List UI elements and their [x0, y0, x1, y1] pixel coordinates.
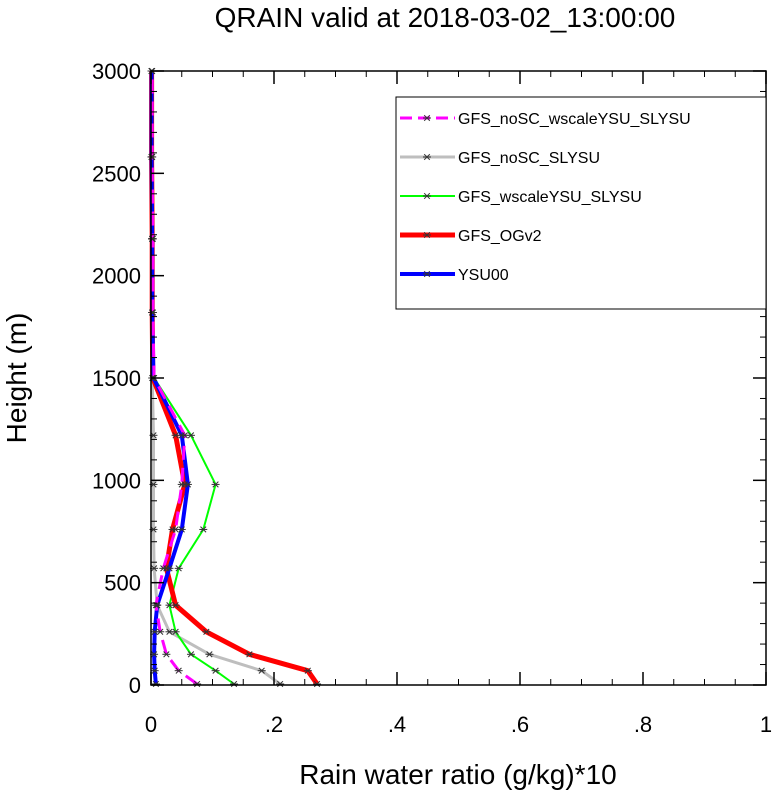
series-line-GFS_noSC_wscaleYSU_SLYSU: [150, 71, 198, 686]
x-tick-label: .4: [388, 712, 406, 737]
x-tick-label: .2: [265, 712, 283, 737]
data-point: [171, 526, 180, 533]
data-point: [171, 602, 180, 609]
y-axis: 0 500 1000 1500 2000 2500 3000: [92, 59, 766, 698]
data-point: [151, 680, 160, 688]
x-axis: 0 .2 .4 .6 .8 1: [145, 71, 772, 737]
x-tick-label: .6: [511, 712, 529, 737]
data-point: [171, 628, 180, 635]
legend-entry: GFS_wscaleYSU_SLYSU: [458, 189, 642, 206]
x-tick-label: .8: [634, 712, 652, 737]
legend-marker: [423, 270, 431, 278]
legend-marker: [423, 114, 431, 122]
data-point: [159, 565, 168, 572]
series-line-YSU00: [149, 71, 190, 685]
data-point: [230, 680, 239, 688]
legend-entry: GFS_noSC_wscaleYSU_SLYSU: [458, 111, 691, 128]
y-tick-label: 0: [129, 673, 141, 698]
data-point: [150, 667, 159, 674]
legend-marker: [423, 231, 431, 239]
data-point: [313, 680, 322, 688]
data-point: [162, 651, 171, 658]
series-line-GFS_OGv2: [149, 71, 320, 686]
data-point: [211, 667, 220, 674]
data-point: [193, 680, 202, 688]
data-point: [211, 481, 220, 488]
data-point: [156, 628, 165, 635]
y-tick-label: 1000: [92, 468, 141, 493]
legend-marker: [423, 153, 431, 161]
data-point: [180, 432, 189, 439]
legend-entry: GFS_OGv2: [458, 228, 542, 245]
data-point: [186, 651, 195, 658]
legend-entry: GFS_noSC_SLYSU: [458, 150, 600, 167]
data-point: [303, 667, 312, 674]
y-tick-label: 500: [104, 571, 141, 596]
chart-title: QRAIN valid at 2018-03-02_13:00:00: [215, 2, 676, 33]
data-point: [199, 526, 208, 533]
y-tick-label: 2000: [92, 264, 141, 289]
data-point: [205, 651, 214, 658]
series-layer: [147, 67, 322, 688]
data-point: [245, 651, 254, 658]
legend-entry: YSU00: [458, 267, 509, 284]
data-point: [177, 481, 186, 488]
data-point: [202, 628, 211, 635]
legend-box: [395, 96, 767, 310]
y-axis-label: Height (m): [1, 313, 32, 444]
data-point: [276, 680, 285, 688]
data-point: [257, 667, 266, 674]
legend: GFS_noSC_wscaleYSU_SLYSU GFS_noSC_SLYSU GF…: [395, 96, 767, 310]
x-axis-label: Rain water ratio (g/kg)*10: [299, 759, 616, 790]
legend-marker: [423, 192, 431, 200]
data-point: [174, 667, 183, 674]
y-tick-label: 1500: [92, 366, 141, 391]
x-tick-label: 1: [760, 712, 772, 737]
data-point: [174, 565, 183, 572]
y-tick-label: 3000: [92, 59, 141, 84]
x-tick-label: 0: [145, 712, 157, 737]
y-tick-label: 2500: [92, 161, 141, 186]
